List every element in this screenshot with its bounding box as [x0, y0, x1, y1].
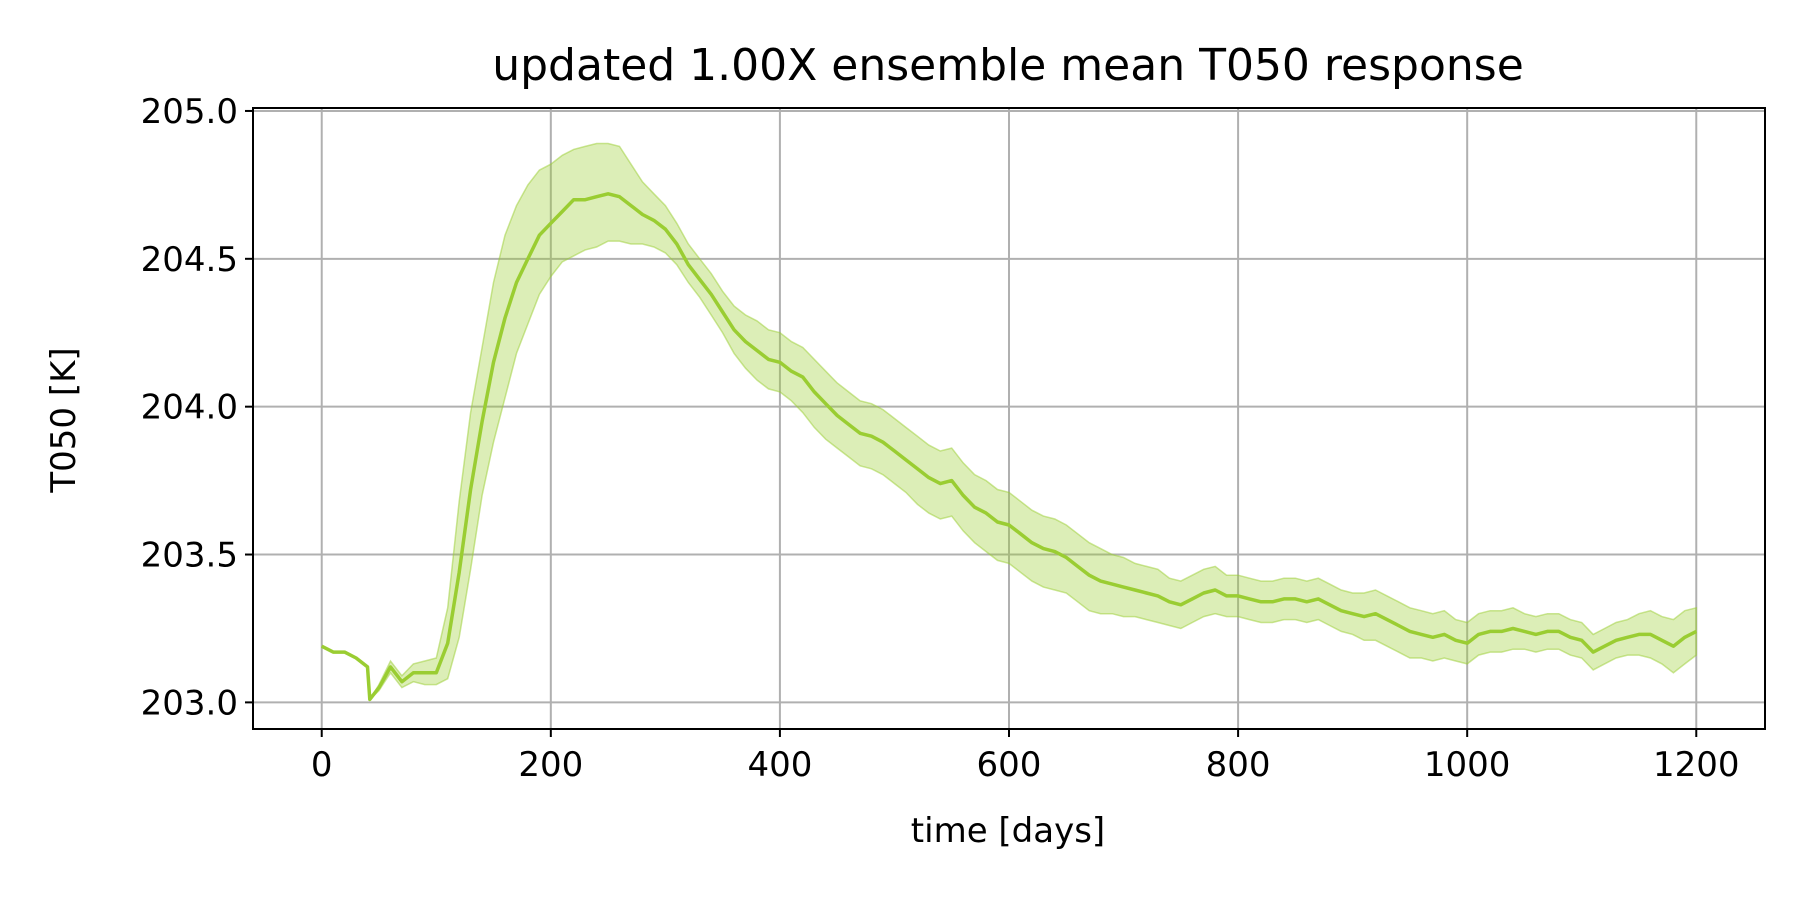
mean-line — [320, 192, 1698, 702]
x-tick-label: 1000 — [1424, 745, 1511, 785]
y-tick-label: 203.0 — [141, 683, 238, 723]
x-tick-label: 800 — [1206, 745, 1271, 785]
x-tick-label: 1200 — [1653, 745, 1740, 785]
y-axis-label: T050 [K] — [44, 347, 84, 493]
chart-title: updated 1.00X ensemble mean T050 respons… — [492, 40, 1524, 91]
y-tick-label: 204.0 — [141, 388, 238, 428]
x-tick-label: 600 — [977, 745, 1042, 785]
y-tick-label: 203.5 — [141, 536, 238, 576]
y-tick-label: 205.0 — [141, 92, 238, 132]
x-tick-label: 400 — [747, 745, 812, 785]
x-axis-label: time [days] — [911, 811, 1105, 851]
x-tick-label: 200 — [518, 745, 583, 785]
grid — [253, 108, 1765, 729]
y-tick-label: 204.5 — [141, 240, 238, 280]
x-axis: 0 200 400 600 800 1000 1200 — [311, 729, 1740, 785]
x-tick-label: 0 — [311, 745, 333, 785]
y-axis: 203.0 203.5 204.0 204.5 205.0 — [141, 92, 253, 723]
